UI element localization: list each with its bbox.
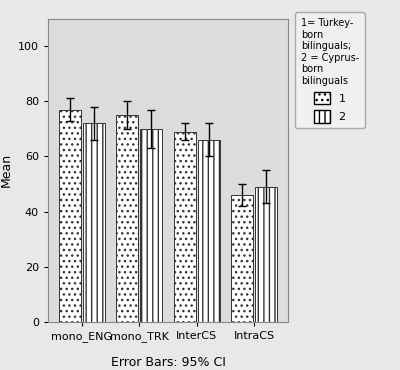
- Text: Error Bars: 95% CI: Error Bars: 95% CI: [110, 356, 226, 369]
- Bar: [174, 132, 196, 322]
- Bar: [255, 187, 277, 322]
- Bar: [116, 115, 138, 322]
- Bar: [83, 123, 105, 322]
- Y-axis label: Mean: Mean: [0, 153, 12, 187]
- Bar: [140, 129, 162, 322]
- Bar: [198, 140, 220, 322]
- Bar: [231, 195, 253, 322]
- Bar: [59, 110, 81, 322]
- Legend: 1, 2: 1, 2: [295, 13, 364, 128]
